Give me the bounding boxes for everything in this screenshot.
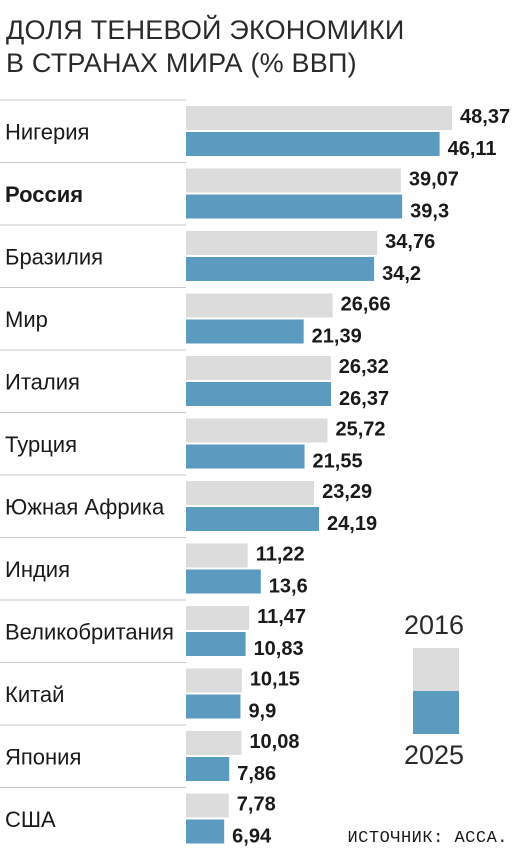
bar-2016 [186,106,453,130]
value-label-2016: 11,47 [257,606,306,628]
bar-2025 [186,819,225,844]
category-label: Южная Африка [5,494,165,519]
bar-2025 [186,382,332,406]
chart-title: ДОЛЯ ТЕНЕВОЙ ЭКОНОМИКИ В СТРАНАХ МИРА (%… [6,14,506,80]
value-label-2025: 34,2 [382,263,421,285]
bar-2025 [186,194,403,219]
bar-2025 [186,632,246,656]
category-label: США [5,807,56,832]
legend-swatch-2025 [413,691,459,734]
category-label: Япония [5,744,81,769]
bar-2025 [186,507,320,531]
category-label: Бразилия [5,244,103,269]
value-label-2016: 26,32 [339,356,389,378]
bar-2025 [186,257,375,281]
bar-2016 [186,543,248,568]
legend-entry-2025: 2025 [404,740,465,770]
category-label: Россия [5,182,83,207]
category-label: Китай [5,682,64,707]
bar-2016 [186,168,401,193]
category-label: Турция [5,432,77,457]
value-label-2016: 10,08 [249,731,299,753]
legend-swatch-2016 [413,648,459,691]
category-label: Италия [5,369,80,394]
bar-2025 [186,569,261,594]
bar-2016 [186,731,242,755]
value-label-2025: 7,86 [237,763,276,785]
value-label-2025: 10,83 [254,638,304,660]
value-label-2025: 9,9 [248,701,276,723]
value-label-2016: 26,66 [341,294,391,316]
value-label-2025: 26,37 [339,388,389,410]
legend-entry-2016: 2016 [404,610,465,640]
bar-2016 [186,606,250,630]
value-label-2016: 11,22 [256,544,305,566]
value-label-2025: 6,94 [232,826,272,848]
value-label-2016: 48,37 [460,106,510,128]
category-label: Мир [5,307,48,332]
chart-title-line-1: ДОЛЯ ТЕНЕВОЙ ЭКОНОМИКИ [6,15,405,45]
value-label-2025: 39,3 [410,201,449,223]
value-label-2025: 21,55 [313,451,363,473]
value-label-2025: 21,39 [312,326,362,348]
bar-2016 [186,293,333,318]
bar-2025 [186,319,304,344]
value-label-2025: 46,11 [448,138,497,160]
bar-2016 [186,356,331,380]
source-note: ИСТОЧНИК: АССА. [347,829,508,848]
bar-2025 [186,444,305,469]
bar-2025 [186,757,230,781]
value-label-2016: 10,15 [250,669,300,691]
chart-title-line-2: В СТРАНАХ МИРА (% ВВП) [6,48,357,78]
bar-2016 [186,418,328,443]
category-label: Нигерия [5,119,89,144]
bar-2016 [186,793,229,818]
category-label: Индия [5,557,70,582]
bar-2016 [186,481,315,505]
value-label-2025: 13,6 [269,576,308,598]
value-label-2025: 24,19 [327,513,377,535]
value-label-2016: 39,07 [409,169,459,191]
bar-2025 [186,132,440,156]
category-label: Великобритания [5,619,174,644]
value-label-2016: 7,78 [237,794,276,816]
bar-2016 [186,231,378,255]
value-label-2016: 34,76 [385,231,435,253]
bar-2025 [186,694,241,719]
bar-2016 [186,668,242,693]
value-label-2016: 23,29 [322,481,372,503]
value-label-2016: 25,72 [335,419,385,441]
